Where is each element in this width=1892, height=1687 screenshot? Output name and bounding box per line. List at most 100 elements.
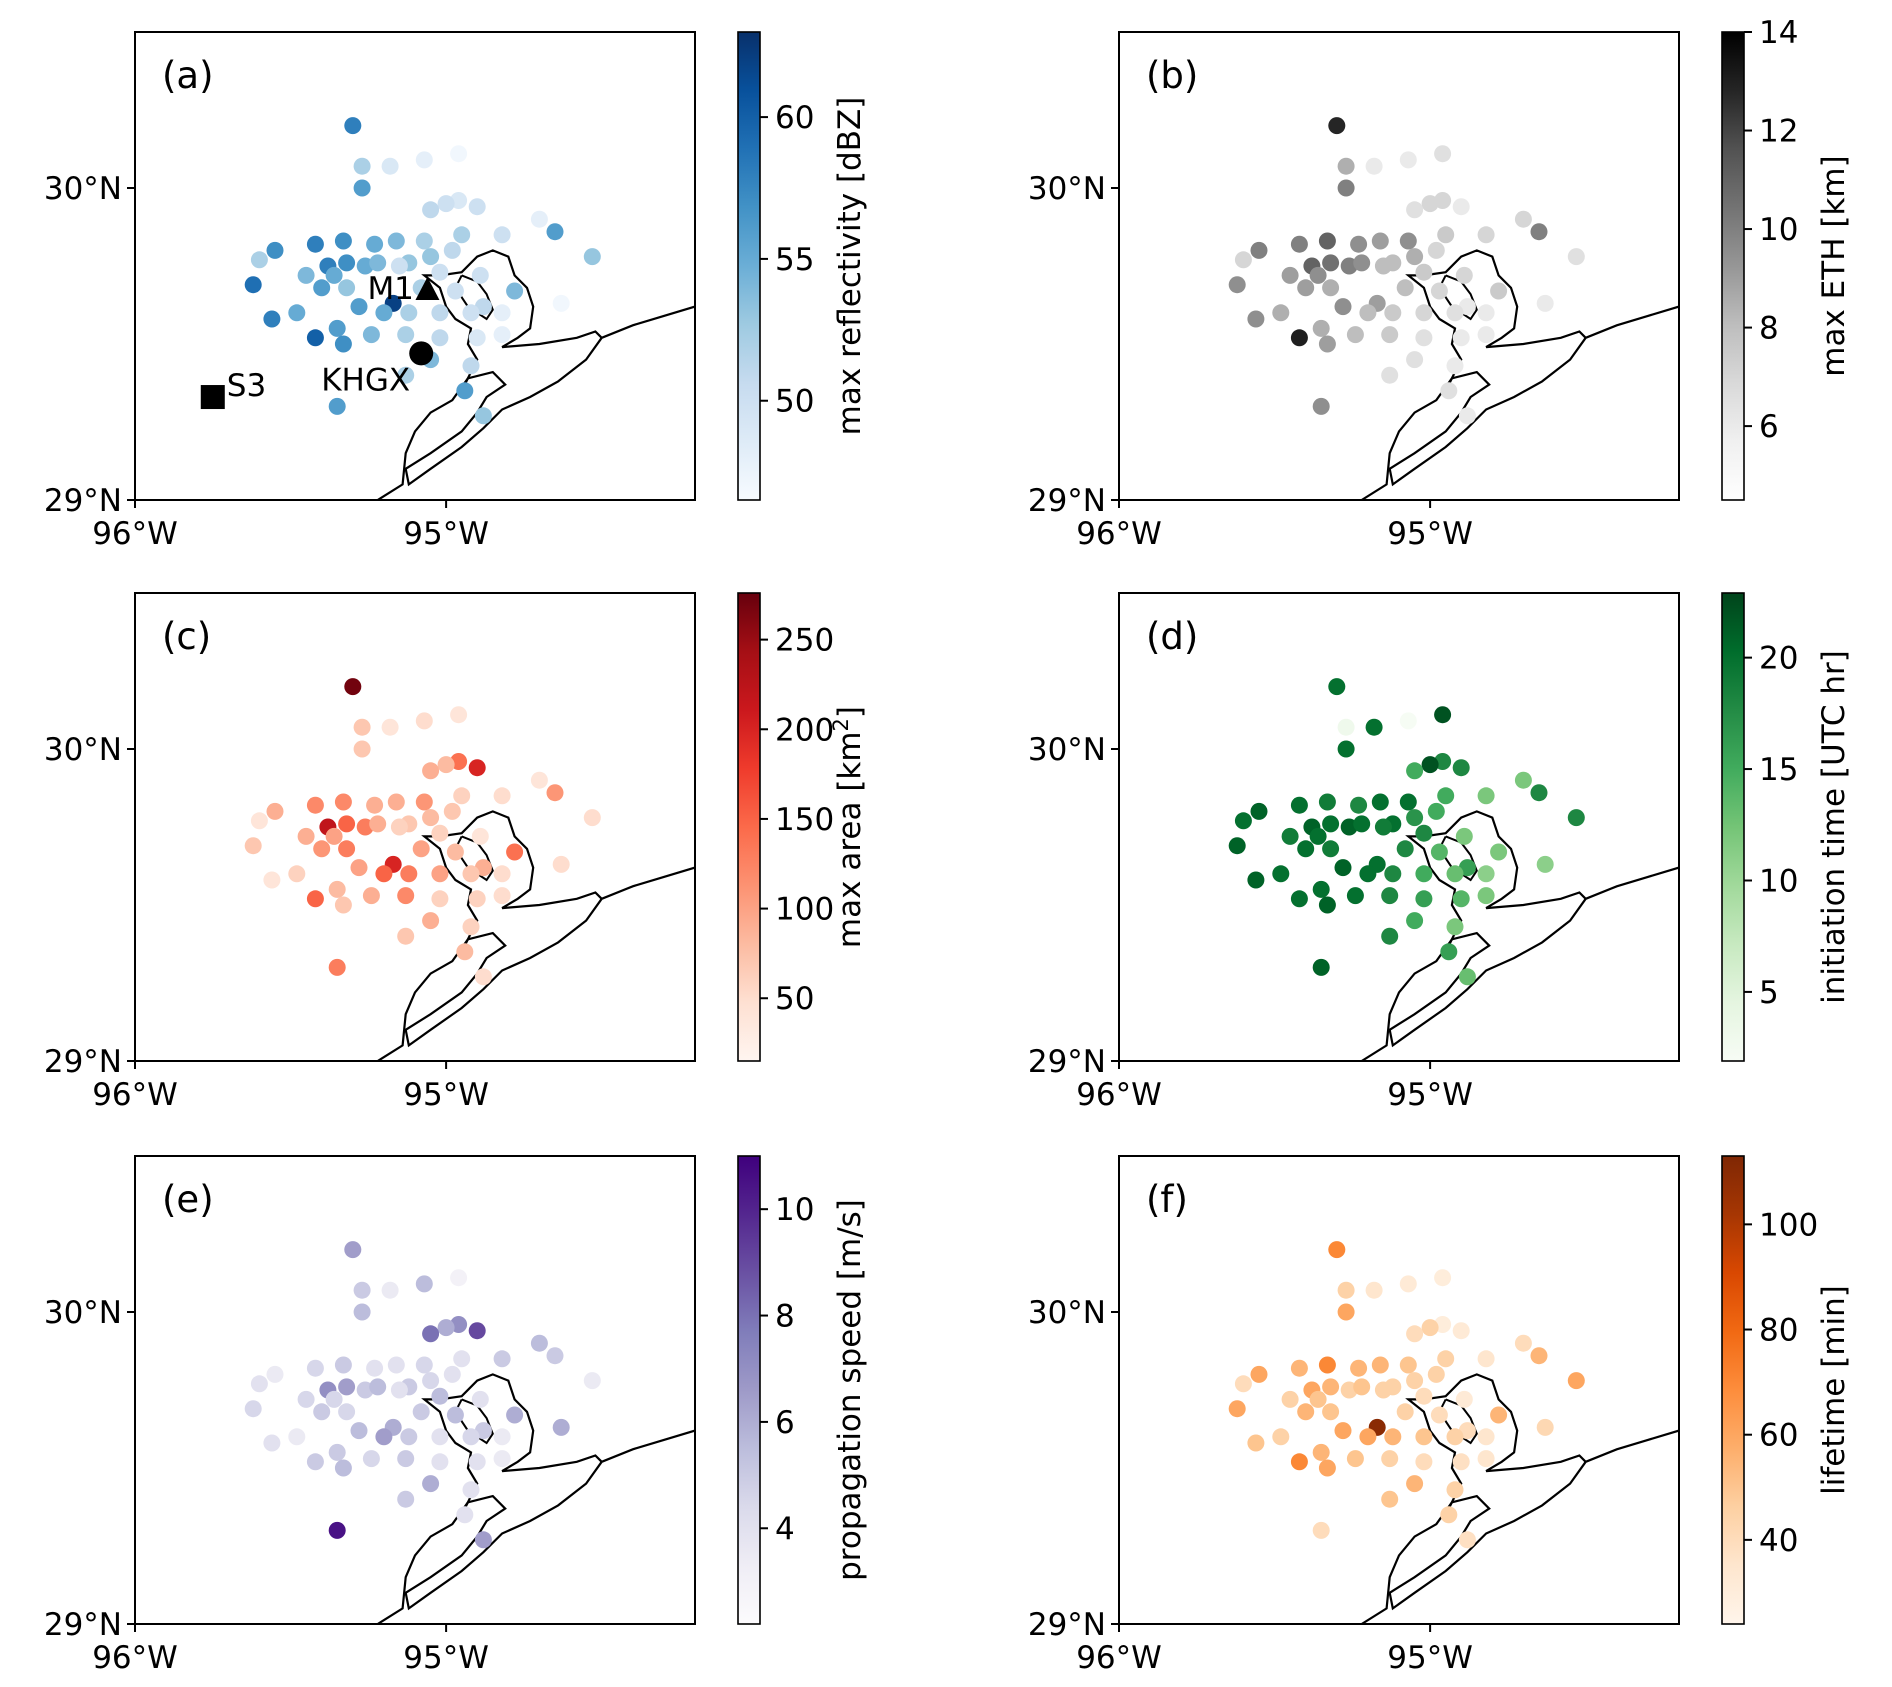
cell-point	[446, 1406, 464, 1424]
y-tick-label: 30°N	[44, 732, 122, 768]
cell-point	[1381, 927, 1399, 945]
cell-point	[431, 890, 449, 908]
cell-point	[397, 1450, 415, 1468]
cell-point	[1322, 815, 1340, 833]
cell-point	[1359, 865, 1377, 883]
cell-point	[1337, 1303, 1355, 1321]
colorbar-tick-label: 10	[775, 1192, 814, 1228]
cell-point	[1228, 276, 1246, 294]
cell-point	[306, 235, 324, 253]
cell-point	[266, 802, 284, 820]
cell-point	[1374, 1381, 1392, 1399]
cell-point	[328, 319, 346, 337]
colorbar-tick-label: 250	[775, 623, 834, 659]
cell-point	[1530, 223, 1548, 241]
cell-point	[462, 918, 480, 936]
cell-point	[369, 1378, 387, 1396]
cell-point	[1384, 865, 1402, 883]
cell-point	[415, 1275, 433, 1293]
cell-point	[266, 1365, 284, 1383]
cell-point	[437, 195, 455, 213]
cell-point	[1406, 1372, 1424, 1390]
y-tick-label: 29°N	[44, 1607, 122, 1643]
cell-point	[1309, 827, 1327, 845]
cell-point	[462, 1481, 480, 1499]
map-panel-c: 96°W 95°W 29°N 30°N (c) 50 100 150 200 250 max are…	[44, 592, 868, 1113]
cell-point	[546, 1347, 564, 1365]
map-area	[1228, 678, 1679, 1061]
bay-outline	[1405, 1373, 1587, 1516]
cell-point	[1318, 1459, 1336, 1477]
cell-point	[353, 179, 371, 197]
cell-point	[493, 226, 511, 244]
cell-point	[381, 157, 399, 175]
cell-point	[1346, 326, 1364, 344]
cell-point	[1399, 232, 1417, 250]
cell-point	[450, 706, 468, 724]
colorbar-tick-label: 150	[775, 802, 834, 838]
cell-point	[468, 198, 486, 216]
cell-point	[1312, 1521, 1330, 1539]
cell-point	[334, 1356, 352, 1374]
cell-point	[422, 762, 440, 780]
cell-point	[334, 232, 352, 250]
cell-point	[1337, 1281, 1355, 1299]
cell-point	[313, 840, 331, 858]
map-panel-e: 96°W 95°W 29°N 30°N (e) 4 6 8 10 propagation spee…	[44, 1155, 868, 1676]
colorbar-tick-label: 10	[1759, 863, 1798, 899]
cell-point	[1399, 793, 1417, 811]
cell-point	[338, 254, 356, 272]
cell-point	[306, 796, 324, 814]
cell-point	[583, 248, 601, 266]
cell-point	[375, 304, 393, 322]
cell-point	[1406, 1325, 1424, 1343]
cell-point	[530, 1334, 548, 1352]
cell-point	[328, 880, 346, 898]
cell-point	[328, 958, 346, 976]
panel-label: (f)	[1146, 1178, 1188, 1221]
cell-point	[493, 865, 511, 883]
cell-point	[338, 1403, 356, 1421]
cell-point	[306, 329, 324, 347]
cell-point	[244, 1400, 262, 1418]
cell-point	[344, 1241, 362, 1259]
cell-point	[1415, 1428, 1433, 1446]
cell-point	[375, 865, 393, 883]
cell-point	[530, 210, 548, 228]
x-tick-label: 95°W	[403, 1640, 489, 1676]
cell-point	[390, 1381, 408, 1399]
cell-point	[412, 1403, 430, 1421]
cell-point	[415, 1356, 433, 1374]
cell-point	[244, 837, 262, 855]
cell-point	[1290, 890, 1308, 908]
cell-point	[1365, 718, 1383, 736]
cell-point	[1318, 1356, 1336, 1374]
cell-point	[530, 771, 548, 789]
cell-point	[1440, 943, 1458, 961]
cell-point	[456, 943, 474, 961]
cell-point	[400, 865, 418, 883]
cell-point	[506, 282, 524, 300]
colorbar-tick-label: 60	[775, 100, 814, 136]
panel-label: (e)	[162, 1178, 214, 1221]
x-tick-label: 95°W	[1387, 1640, 1473, 1676]
cell-point	[390, 257, 408, 275]
colorbar	[1721, 1155, 1745, 1625]
cell-point	[1396, 1403, 1414, 1421]
cell-point	[422, 201, 440, 219]
cell-point	[338, 279, 356, 297]
cell-point	[1297, 1403, 1315, 1421]
cell-point	[328, 1521, 346, 1539]
cell-point	[1297, 840, 1315, 858]
cell-point	[1427, 802, 1445, 820]
cell-point	[493, 326, 511, 344]
x-tick-label: 96°W	[92, 1077, 178, 1113]
cell-point	[422, 1475, 440, 1493]
cell-point	[1399, 151, 1417, 169]
cell-point	[353, 157, 371, 175]
colorbar-tick-label: 15	[1759, 752, 1798, 788]
cell-point	[1490, 282, 1508, 300]
cell-point	[1328, 1241, 1346, 1259]
cell-point	[415, 232, 433, 250]
cell-point	[1381, 366, 1399, 384]
